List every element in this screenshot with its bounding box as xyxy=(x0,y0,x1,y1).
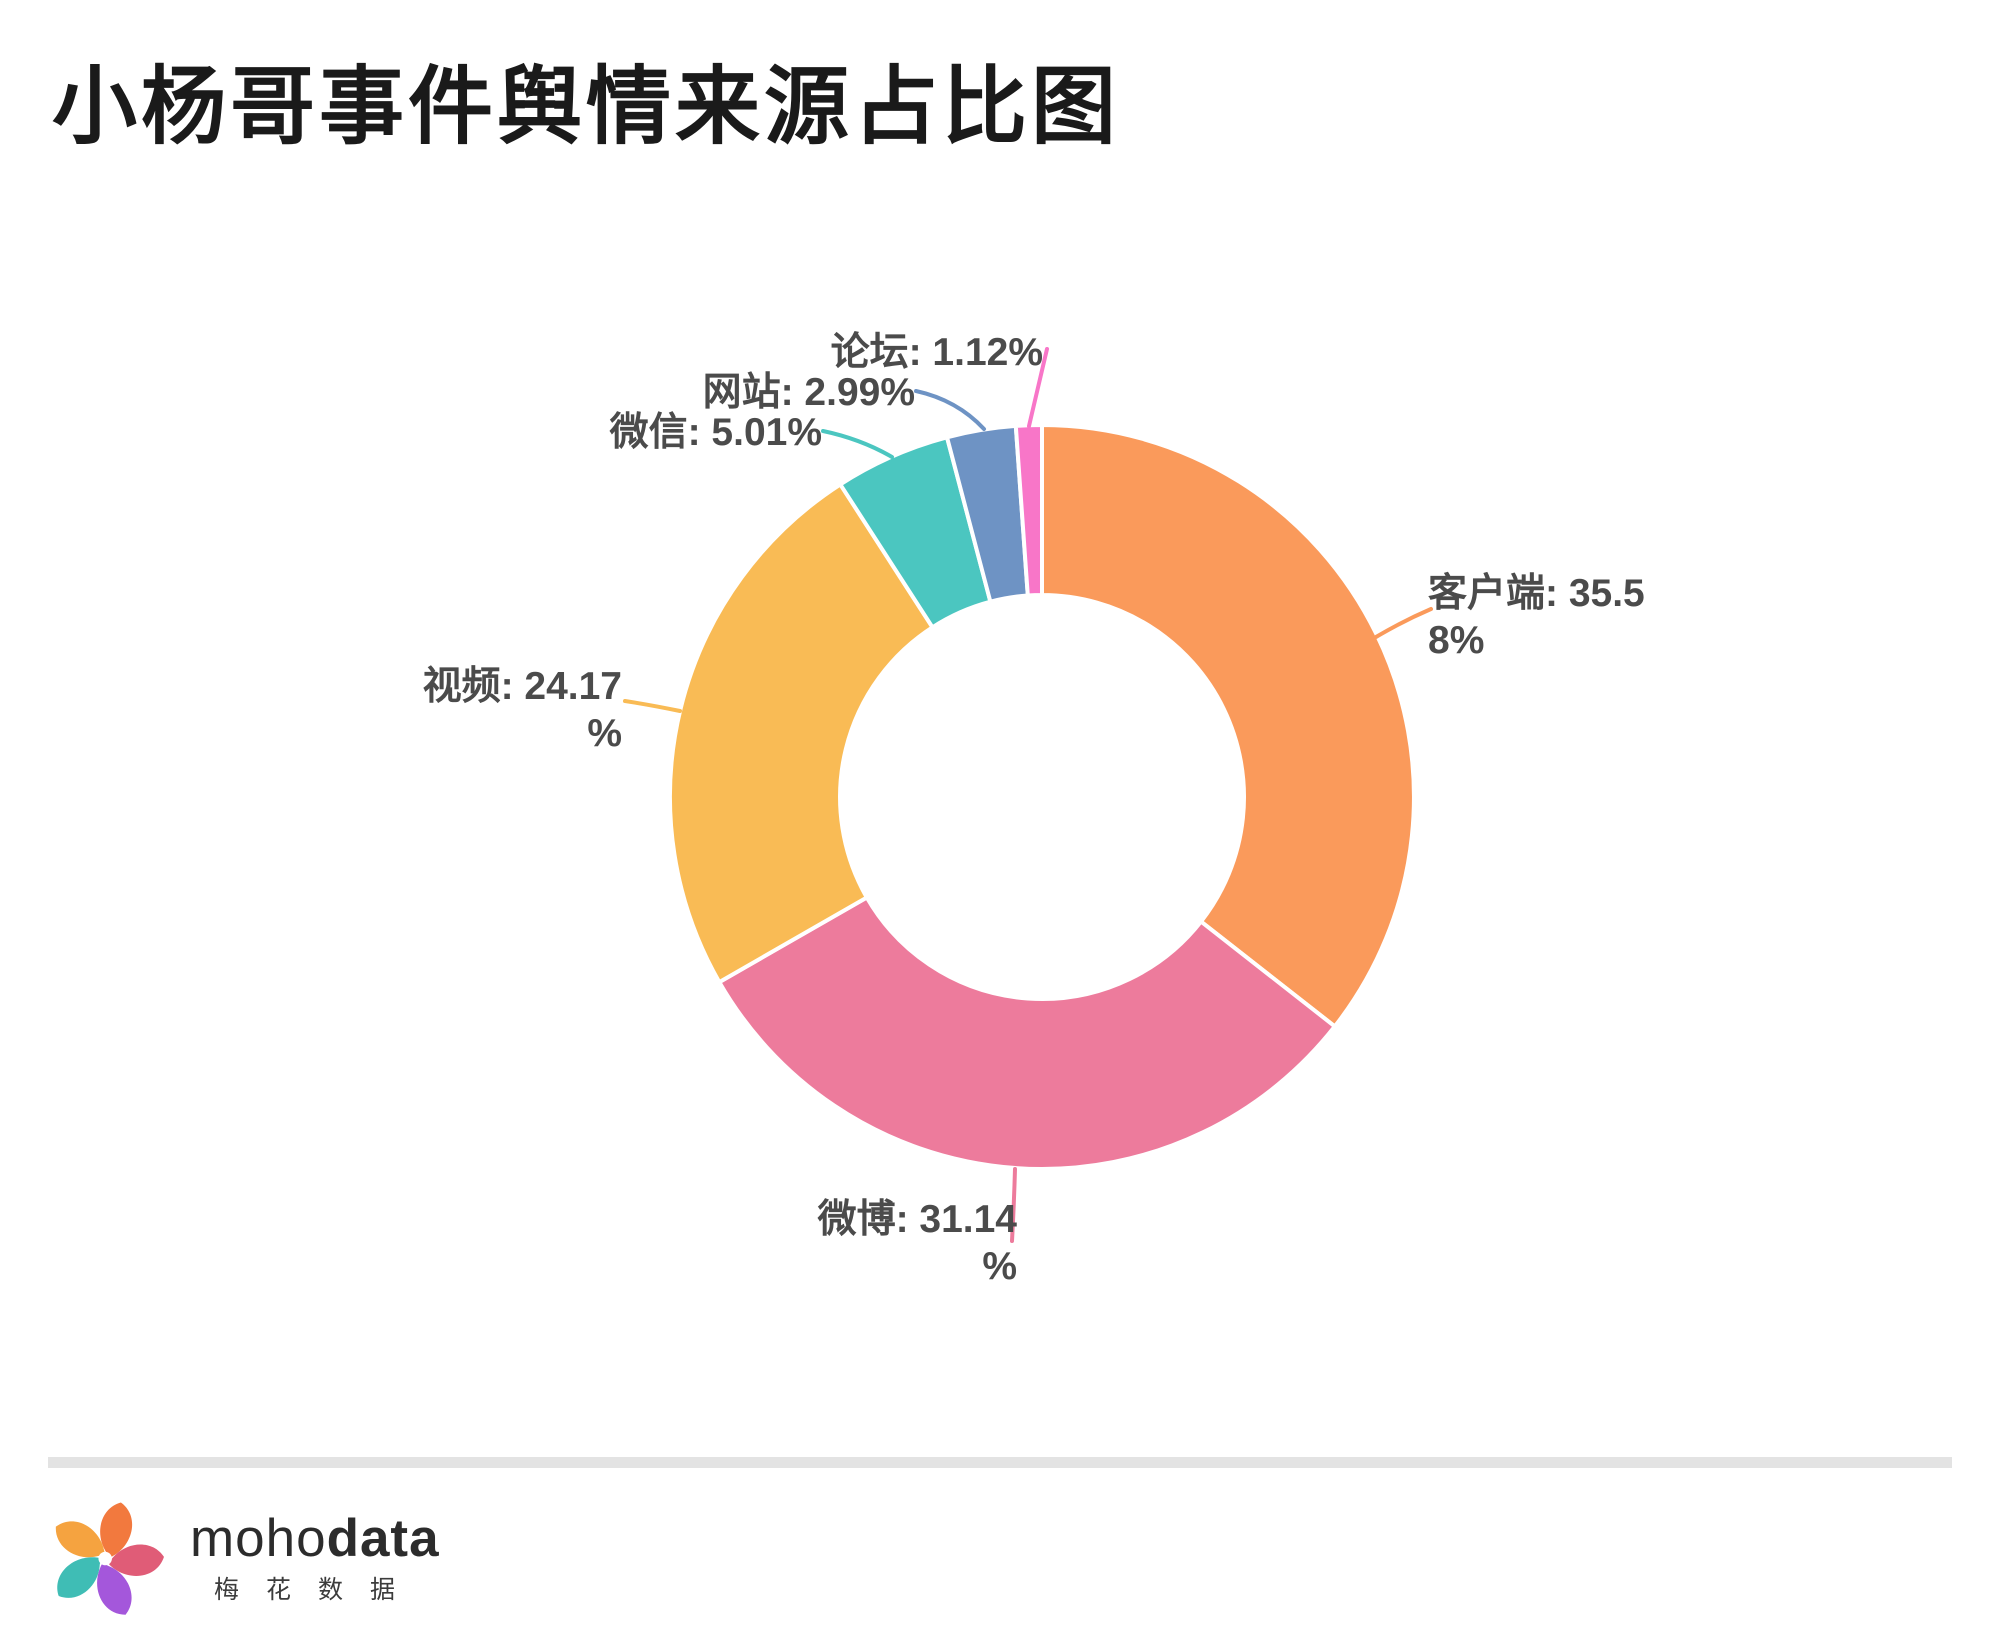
chart-title: 小杨哥事件舆情来源占比图 xyxy=(52,60,1121,155)
slice-label-3: 微信: 5.01% xyxy=(610,409,822,456)
slice-label-0: 客户端: 35.5 8% xyxy=(1428,570,1645,664)
slice-label-line: % xyxy=(982,1245,1017,1288)
leader-line-3 xyxy=(821,429,894,459)
leader-line-2 xyxy=(623,699,682,713)
pinwheel-petal-icon xyxy=(55,1521,105,1558)
slice-label-line: 微博: 31.14 xyxy=(817,1198,1017,1241)
brand-wordmark: mohodata xyxy=(190,1508,440,1569)
slice-label-line: 网站: 2.99% xyxy=(702,371,915,414)
slice-label-line: 客户端: 35.5 xyxy=(1428,572,1645,615)
slice-label-1: 微博: 31.14% xyxy=(818,1196,1017,1290)
pinwheel-petal-icon xyxy=(57,1557,102,1598)
pie-slice-5[interactable]: 论坛: 1.12% xyxy=(1013,422,1044,598)
label-leader-lines xyxy=(623,347,1433,1243)
pie-slice-0[interactable]: 客户端: 35.58% xyxy=(1040,422,1416,1030)
pie-slices: 客户端: 35.58%微博: 31.14%视频: 24.17%微信: 5.01%… xyxy=(668,422,1416,1171)
brand-wordmark-bold: data xyxy=(326,1509,440,1568)
slice-label-line: 论坛: 1.12% xyxy=(830,331,1043,374)
leader-line-1 xyxy=(1010,1167,1017,1243)
pinwheel-petal-icon xyxy=(100,1502,133,1558)
leader-line-0 xyxy=(1374,607,1433,639)
slice-label-4: 网站: 2.99% xyxy=(703,369,915,416)
pie-slice-1[interactable]: 微博: 31.14% xyxy=(716,894,1338,1171)
slice-label-2: 视频: 24.17% xyxy=(423,663,622,757)
slice-label-line: 微信: 5.01% xyxy=(609,411,822,454)
slice-label-line: % xyxy=(587,712,622,755)
brand-wordmark-light: moho xyxy=(190,1509,327,1568)
pinwheel-petal-icon xyxy=(108,1544,164,1576)
pie-slice-2[interactable]: 视频: 24.17% xyxy=(668,481,936,985)
footer-divider xyxy=(48,1457,1952,1468)
brand-cjk-name: 梅花数据 xyxy=(214,1576,423,1604)
slice-label-5: 论坛: 1.12% xyxy=(831,329,1043,376)
leader-line-4 xyxy=(914,389,986,431)
leader-line-5 xyxy=(1027,347,1049,428)
pinwheel-petal-icon xyxy=(97,1563,132,1615)
slice-label-line: 8% xyxy=(1428,619,1485,662)
slice-label-line: 视频: 24.17 xyxy=(422,665,622,708)
pinwheel-logo-icon xyxy=(55,1502,164,1615)
